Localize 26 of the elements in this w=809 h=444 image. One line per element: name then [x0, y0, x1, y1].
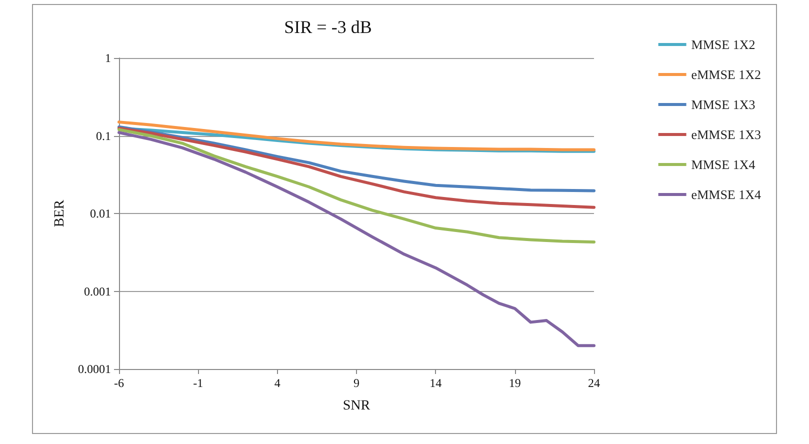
line-series: [118, 128, 596, 244]
y-tick-label: 0.001: [84, 284, 111, 298]
x-tick-label: -6: [114, 376, 124, 390]
legend-label: MMSE 1X3: [691, 97, 756, 112]
legend-label: eMMSE 1X3: [691, 127, 762, 142]
line-series: [118, 131, 596, 348]
chart-title: SIR = -3 dB: [284, 17, 372, 37]
legend-label: MMSE 1X4: [691, 157, 756, 172]
x-tick-label: 24: [588, 376, 600, 390]
x-tick-label: 9: [354, 376, 360, 390]
line-series: [118, 126, 596, 209]
x-tick-label: 4: [274, 376, 280, 390]
y-tick-label: 0.0001: [78, 362, 111, 376]
legend-label: MMSE 1X2: [691, 37, 756, 52]
y-tick-label: 0.1: [96, 128, 111, 143]
y-tick-label: 1: [105, 51, 111, 65]
line-series: [118, 125, 596, 192]
x-tick-label: -1: [193, 376, 204, 390]
x-axis-title: SNR: [342, 398, 371, 414]
legend-label: eMMSE 1X4: [691, 187, 762, 202]
legend-label: eMMSE 1X2: [691, 67, 762, 82]
x-tick-label: 14: [430, 376, 442, 390]
y-axis-title: BER: [52, 199, 68, 228]
x-tick-label: 19: [508, 376, 521, 390]
y-tick-label: 0.01: [90, 206, 111, 220]
line-series: [118, 120, 596, 152]
